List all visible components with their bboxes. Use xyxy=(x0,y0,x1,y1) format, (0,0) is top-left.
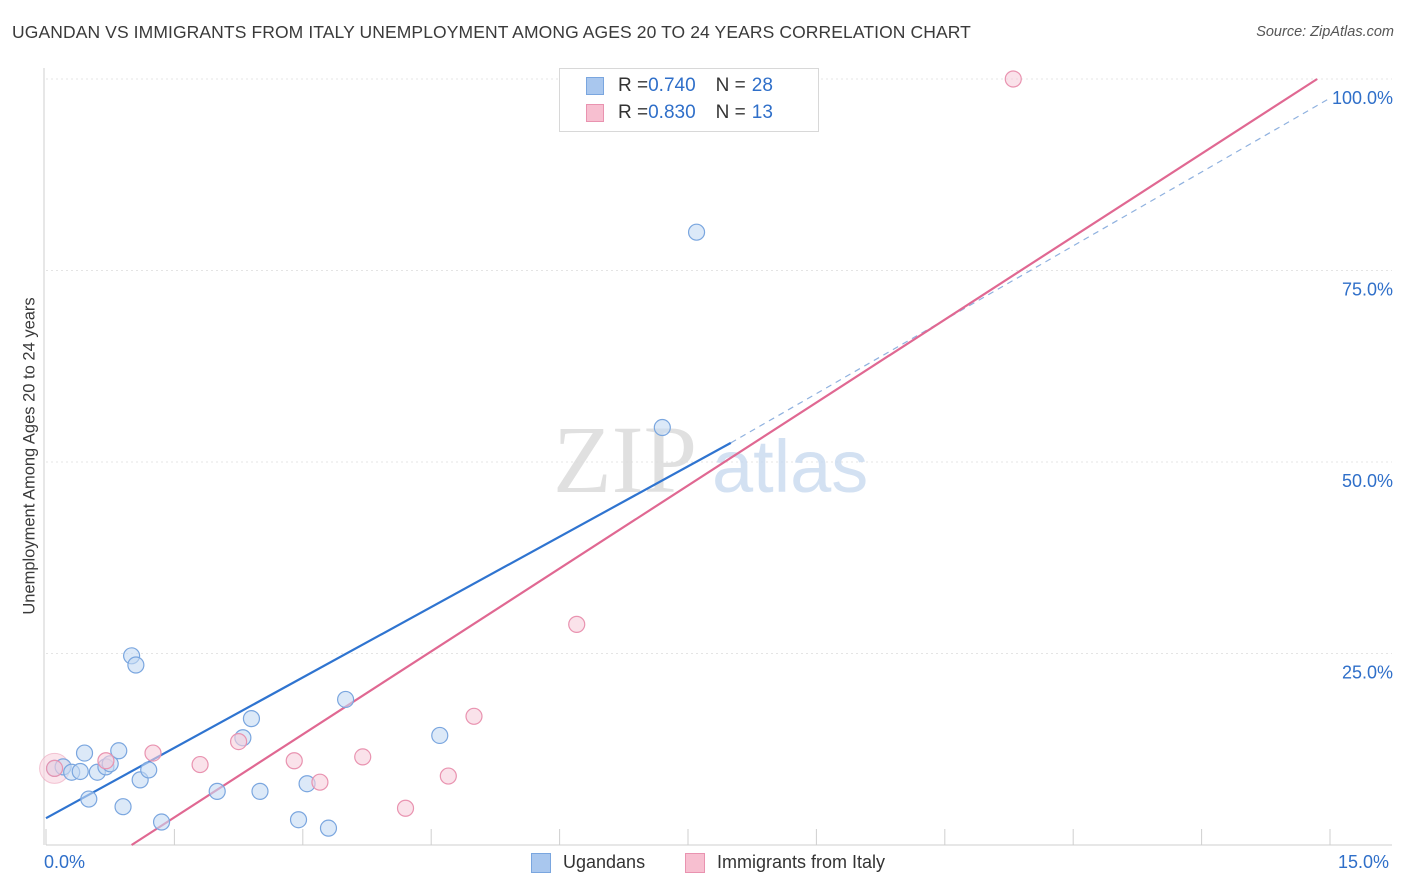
point-italy xyxy=(191,755,209,774)
legend-n-label: N = xyxy=(715,75,746,96)
legend-swatch-ugandans xyxy=(531,852,551,873)
chart-title: UGANDAN VS IMMIGRANTS FROM ITALY UNEMPLO… xyxy=(12,22,971,42)
point-ugandans xyxy=(110,742,128,760)
legend-n-value: 28 xyxy=(751,75,773,96)
point-ugandans xyxy=(242,710,261,728)
point-italy xyxy=(311,773,329,791)
legend-swatch-italy xyxy=(586,104,604,122)
correlation-legend: R = 0.740 N = 28 R = 0.830 N = 13 xyxy=(559,68,819,132)
x-tick-max: 15.0% xyxy=(1338,852,1390,872)
x-tick-min: 0.0% xyxy=(44,852,86,872)
point-ugandans xyxy=(208,782,226,800)
data-points xyxy=(39,70,1022,837)
y-tick-labels: 25.0% 50.0% 75.0% 100.0% xyxy=(1332,88,1393,683)
legend-row-ugandans: R = 0.740 N = 28 xyxy=(586,74,773,98)
point-italy xyxy=(396,799,415,817)
point-ugandans xyxy=(152,813,171,831)
legend-r-label: R = xyxy=(618,75,649,96)
point-ugandans xyxy=(251,782,269,800)
point-ugandans xyxy=(80,790,98,808)
point-ugandans xyxy=(289,811,308,829)
point-italy xyxy=(45,759,64,778)
point-italy xyxy=(1004,70,1022,88)
legend-item-ugandans: Ugandans xyxy=(531,852,645,873)
y-tick-label: 25.0% xyxy=(1342,663,1393,683)
point-ugandans xyxy=(140,761,158,779)
legend-r-value: 0.830 xyxy=(648,102,696,123)
point-italy xyxy=(285,752,303,770)
watermark: ZIP atlas xyxy=(553,406,868,513)
point-ugandans xyxy=(431,726,449,745)
legend-n-value: 13 xyxy=(751,102,773,123)
y-tick-label: 50.0% xyxy=(1342,471,1393,491)
legend-item-italy: Immigrants from Italy xyxy=(685,852,885,873)
point-italy xyxy=(439,767,457,785)
axes xyxy=(43,68,1392,846)
point-ugandans xyxy=(75,744,94,762)
point-italy xyxy=(144,744,162,762)
trend-extension-ugandans xyxy=(730,97,1331,444)
source-label: Source: ZipAtlas.com xyxy=(1256,24,1394,40)
y-tick-label: 75.0% xyxy=(1342,280,1393,300)
legend-label-italy: Immigrants from Italy xyxy=(717,852,886,872)
legend-label-ugandans: Ugandans xyxy=(563,852,646,872)
point-ugandans xyxy=(71,762,89,781)
point-italy xyxy=(568,615,586,633)
point-ugandans xyxy=(653,418,671,437)
legend-r-label: R = xyxy=(618,102,649,123)
point-italy xyxy=(230,732,248,751)
legend-r-value: 0.740 xyxy=(648,75,696,96)
trend-line-italy xyxy=(131,78,1318,846)
watermark-atlas: atlas xyxy=(712,425,868,508)
legend-swatch-italy xyxy=(685,852,705,873)
gridlines xyxy=(46,78,1392,654)
legend-n-label: N = xyxy=(715,102,746,123)
legend-row-italy: R = 0.830 N = 13 xyxy=(586,101,773,125)
point-ugandans xyxy=(114,798,132,816)
point-ugandans xyxy=(337,690,355,709)
point-italy xyxy=(465,707,483,725)
legend-swatch-ugandans xyxy=(586,77,604,95)
series-legend: Ugandans Immigrants from Italy xyxy=(0,852,1406,878)
point-ugandans xyxy=(319,819,338,837)
watermark-zip: ZIP xyxy=(553,406,697,513)
point-ugandans xyxy=(687,223,706,241)
y-tick-label: 100.0% xyxy=(1332,88,1393,108)
point-italy xyxy=(354,748,372,766)
point-italy xyxy=(97,752,115,770)
point-ugandans xyxy=(127,656,145,674)
